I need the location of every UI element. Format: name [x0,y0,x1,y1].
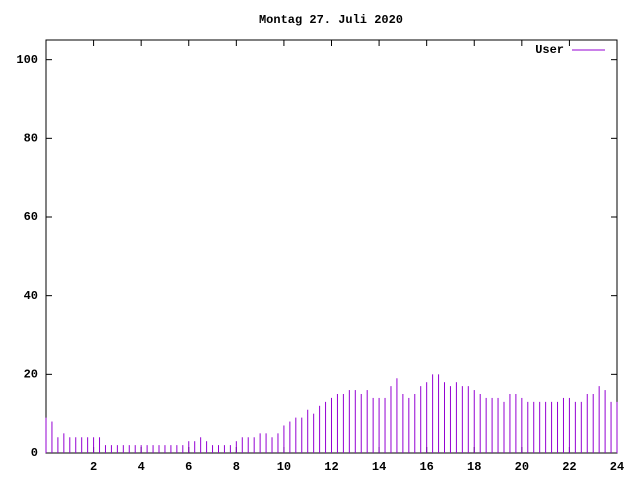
chart-title: Montag 27. Juli 2020 [259,13,403,27]
x-tick-label: 14 [372,460,386,474]
x-tick-label: 10 [277,460,291,474]
x-tick-label: 8 [233,460,240,474]
x-tick-label: 22 [562,460,576,474]
x-tick-label: 20 [515,460,529,474]
x-tick-label: 18 [467,460,481,474]
x-tick-label: 12 [324,460,338,474]
x-tick-label: 24 [610,460,624,474]
plot-frame [45,39,618,454]
x-tick-label: 4 [138,460,145,474]
x-tick-label: 2 [90,460,97,474]
y-tick-label: 40 [24,289,38,303]
y-tick-label: 80 [24,132,38,146]
y-tick-label: 0 [31,446,38,460]
x-tick-label: 16 [419,460,433,474]
x-tick-label: 6 [185,460,192,474]
y-tick-label: 20 [24,368,38,382]
y-tick-label: 100 [16,53,38,67]
legend-label: User [535,43,564,57]
y-tick-label: 60 [24,210,38,224]
